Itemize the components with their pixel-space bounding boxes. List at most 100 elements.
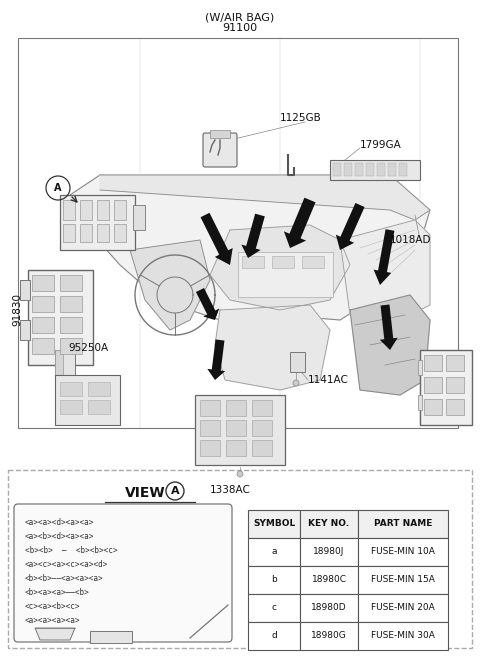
Text: <b><a><a>――<b>: <b><a><a>――<b> — [25, 588, 90, 597]
Bar — [420, 350, 472, 425]
Text: 1141AC: 1141AC — [308, 375, 349, 385]
Bar — [200, 400, 220, 416]
Bar — [366, 163, 374, 176]
Text: FUSE-MIN 10A: FUSE-MIN 10A — [371, 548, 435, 556]
Bar — [80, 200, 92, 220]
Bar — [90, 631, 132, 643]
Bar — [300, 622, 358, 650]
FancyBboxPatch shape — [203, 133, 237, 167]
Bar — [446, 399, 464, 415]
Bar — [302, 256, 324, 268]
Bar — [32, 296, 54, 312]
Circle shape — [237, 471, 243, 477]
Polygon shape — [215, 305, 330, 390]
Bar — [114, 224, 126, 242]
Bar — [28, 270, 93, 365]
Bar — [252, 420, 272, 436]
Bar — [377, 163, 385, 176]
Bar — [60, 195, 135, 250]
Bar — [424, 355, 442, 371]
Bar — [226, 400, 246, 416]
Bar — [60, 317, 82, 333]
Bar — [114, 200, 126, 220]
Text: (W/AIR BAG): (W/AIR BAG) — [205, 12, 275, 22]
Polygon shape — [380, 304, 398, 350]
Polygon shape — [35, 628, 75, 640]
Bar — [226, 440, 246, 456]
Bar — [200, 420, 220, 436]
Text: a: a — [271, 548, 277, 556]
Polygon shape — [70, 175, 430, 320]
Bar — [358, 594, 448, 622]
Bar — [344, 163, 352, 176]
Text: 91100: 91100 — [222, 23, 258, 33]
Polygon shape — [207, 339, 225, 380]
Text: FUSE-MIN 15A: FUSE-MIN 15A — [371, 575, 435, 584]
Bar — [248, 622, 300, 650]
Text: b: b — [271, 575, 277, 584]
Text: 18980G: 18980G — [311, 632, 347, 640]
Polygon shape — [130, 240, 210, 330]
Bar — [80, 224, 92, 242]
Text: 1018AD: 1018AD — [390, 235, 432, 245]
Text: FUSE-MIN 20A: FUSE-MIN 20A — [371, 604, 435, 613]
Bar — [97, 224, 109, 242]
Bar — [252, 400, 272, 416]
Text: 18980D: 18980D — [311, 604, 347, 613]
Polygon shape — [336, 203, 365, 250]
Bar — [55, 375, 120, 425]
Bar — [32, 317, 54, 333]
Text: A: A — [54, 183, 62, 193]
Bar — [60, 382, 82, 396]
Bar — [358, 510, 448, 538]
Bar — [55, 350, 75, 405]
Bar — [355, 163, 363, 176]
Bar — [300, 594, 358, 622]
Bar — [300, 566, 358, 594]
Bar — [200, 440, 220, 456]
Bar — [252, 440, 272, 456]
Text: VIEW: VIEW — [125, 486, 165, 500]
Text: <c><a><b><c>: <c><a><b><c> — [25, 602, 81, 611]
Bar — [195, 395, 285, 465]
Bar — [388, 163, 396, 176]
Text: c: c — [272, 604, 276, 613]
Bar — [248, 538, 300, 566]
Bar — [97, 200, 109, 220]
Bar — [210, 130, 230, 138]
Bar — [300, 510, 358, 538]
Polygon shape — [284, 197, 315, 248]
Bar — [358, 566, 448, 594]
Text: 1338AC: 1338AC — [210, 485, 251, 495]
Bar — [88, 400, 110, 414]
Bar — [399, 163, 407, 176]
Bar — [300, 538, 358, 566]
Bar — [238, 252, 333, 297]
Bar — [63, 224, 75, 242]
Polygon shape — [241, 214, 265, 258]
Bar — [242, 256, 264, 268]
Bar — [446, 355, 464, 371]
Bar — [248, 510, 300, 538]
Text: A: A — [171, 486, 180, 496]
Bar — [424, 377, 442, 393]
Polygon shape — [100, 175, 430, 220]
Bar — [8, 470, 472, 648]
Bar — [446, 377, 464, 393]
Bar — [18, 38, 458, 428]
Text: 95250A: 95250A — [68, 343, 108, 353]
Polygon shape — [340, 220, 430, 320]
Text: PART NAME: PART NAME — [374, 520, 432, 529]
Text: KEY NO.: KEY NO. — [309, 520, 349, 529]
Text: FUSE-MIN 30A: FUSE-MIN 30A — [371, 632, 435, 640]
Text: <b><b>  ―  <b><b><c>: <b><b> ― <b><b><c> — [25, 546, 118, 555]
Text: SYMBOL: SYMBOL — [253, 520, 295, 529]
Bar — [290, 352, 305, 372]
Bar — [248, 566, 300, 594]
Text: 91830: 91830 — [12, 293, 22, 327]
Circle shape — [293, 380, 299, 386]
Text: <b><b>――<a><a><a>: <b><b>――<a><a><a> — [25, 574, 104, 583]
Bar — [60, 338, 82, 354]
Polygon shape — [190, 605, 228, 638]
Bar — [358, 538, 448, 566]
